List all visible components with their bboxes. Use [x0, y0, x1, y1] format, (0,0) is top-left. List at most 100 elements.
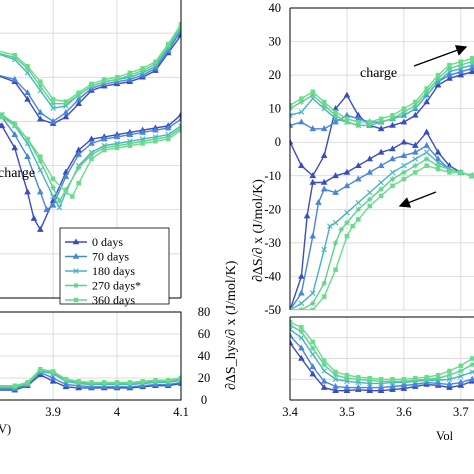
data-point — [309, 178, 317, 185]
legend-marker — [73, 268, 79, 274]
data-point — [310, 89, 316, 95]
data-point — [290, 138, 294, 145]
data-point — [177, 111, 181, 118]
data-point — [309, 351, 316, 358]
data-point — [24, 95, 31, 102]
data-point — [321, 294, 327, 299]
data-point — [290, 112, 293, 119]
data-point — [400, 152, 408, 158]
data-point — [332, 240, 339, 246]
x-tick-label: 4 — [114, 405, 121, 419]
series-line — [290, 164, 474, 310]
data-point — [89, 81, 94, 87]
data-point — [140, 66, 145, 71]
data-point — [423, 156, 430, 162]
data-point — [400, 138, 408, 145]
data-point — [165, 136, 171, 142]
data-point — [43, 206, 51, 213]
data-point — [153, 377, 158, 383]
data-point — [411, 111, 419, 118]
y-tick-label: 30 — [269, 35, 282, 49]
data-point — [299, 96, 304, 101]
data-point — [37, 188, 44, 195]
series-360-days-charge — [290, 56, 474, 125]
series-360-days — [0, 366, 181, 388]
data-point — [458, 59, 464, 64]
data-point — [435, 372, 441, 378]
data-point — [309, 92, 316, 99]
series-360-days-discharge — [290, 163, 474, 310]
data-point — [62, 172, 70, 179]
data-point — [310, 307, 316, 310]
data-point — [12, 123, 17, 129]
data-point — [50, 176, 56, 182]
data-point — [377, 125, 385, 132]
data-point — [423, 141, 430, 148]
data-point — [309, 300, 316, 307]
data-point — [333, 267, 338, 272]
data-point — [298, 118, 305, 125]
series-0-days-charge — [0, 31, 181, 126]
data-point — [321, 361, 327, 368]
y-tick-label: 40 — [269, 1, 282, 15]
data-point — [468, 375, 474, 382]
data-point — [75, 150, 82, 157]
x-tick-label: 3.6 — [396, 405, 412, 419]
data-point — [413, 99, 418, 105]
data-point — [377, 383, 385, 390]
data-point — [458, 368, 464, 374]
data-point — [298, 354, 305, 361]
data-point — [401, 169, 407, 176]
data-point — [367, 375, 372, 381]
data-point — [332, 382, 339, 389]
right-bottom-panel: 3.4 3.5 3.6 3.7 Vol — [282, 316, 474, 443]
data-point — [411, 141, 419, 148]
data-point — [37, 167, 44, 173]
data-point — [309, 290, 316, 297]
data-point — [343, 383, 351, 390]
data-point — [88, 139, 95, 146]
data-point — [50, 193, 56, 200]
data-point — [378, 116, 384, 121]
data-point — [389, 121, 396, 128]
data-point — [24, 188, 31, 195]
legend-label: 0 days — [92, 235, 123, 249]
data-point — [344, 233, 350, 239]
data-point — [446, 65, 453, 72]
data-point — [290, 332, 294, 338]
data-point — [0, 122, 6, 129]
data-point — [367, 203, 372, 209]
left-charge-annotation: charge — [0, 166, 35, 181]
data-point — [24, 89, 31, 96]
data-point — [298, 300, 305, 307]
data-point — [447, 62, 452, 68]
right-x-axis-label: Vol — [436, 429, 454, 443]
data-point — [367, 119, 372, 125]
data-point — [389, 382, 396, 389]
data-point — [298, 162, 305, 169]
data-point — [315, 199, 322, 205]
data-point — [469, 173, 474, 179]
data-point — [114, 145, 120, 151]
data-point — [344, 119, 350, 125]
series-270-days-charge — [290, 58, 474, 129]
data-point — [321, 358, 327, 363]
data-point — [413, 375, 418, 381]
data-point — [458, 363, 464, 369]
data-point — [435, 375, 441, 382]
x-tick-label: 4.1 — [173, 405, 189, 419]
data-point — [377, 387, 385, 393]
right-top-y-axis-label: ∂ΔS/∂ x (J/mol/K) — [251, 179, 266, 282]
data-point — [25, 380, 30, 385]
data-point — [434, 148, 442, 155]
data-point — [412, 102, 419, 109]
y-tick-label: 0 — [201, 393, 207, 407]
data-point — [355, 383, 362, 390]
data-point — [332, 118, 339, 125]
legend-marker — [72, 252, 80, 259]
data-point — [423, 128, 430, 135]
data-point — [389, 386, 396, 392]
y-tick-label: -50 — [264, 303, 281, 317]
data-point — [366, 168, 374, 175]
